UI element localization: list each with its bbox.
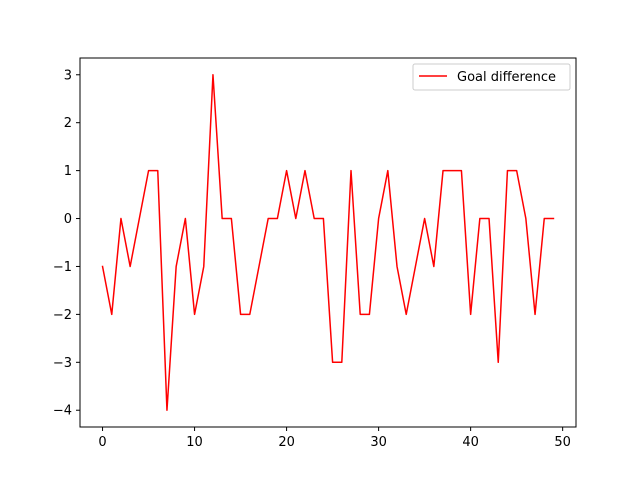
x-axis: 0 10 20 30 40 50	[98, 427, 571, 450]
y-tick-label: 1	[64, 164, 72, 179]
x-tick-label: 40	[462, 435, 479, 450]
y-tick-label: −4	[53, 404, 72, 419]
legend-label: Goal difference	[457, 70, 556, 85]
legend: Goal difference	[412, 63, 571, 91]
y-tick-label: 0	[64, 212, 72, 227]
y-tick-label: 3	[64, 68, 72, 83]
y-tick-label: −3	[53, 356, 72, 371]
y-axis: −4 −3 −2 −1 0 1 2 3	[53, 68, 80, 419]
y-tick-label: −2	[53, 308, 72, 323]
series-layer	[101, 74, 555, 411]
x-tick-label: 30	[370, 435, 387, 450]
x-tick-label: 10	[186, 435, 203, 450]
series-line-goal-difference	[101, 74, 555, 411]
y-tick-label: −1	[53, 260, 72, 275]
x-tick-label: 0	[98, 435, 106, 450]
y-tick-label: 2	[64, 116, 72, 131]
x-tick-label: 20	[278, 435, 295, 450]
x-tick-label: 50	[554, 435, 571, 450]
legend-box	[412, 63, 571, 91]
plot-frame	[79, 57, 577, 428]
